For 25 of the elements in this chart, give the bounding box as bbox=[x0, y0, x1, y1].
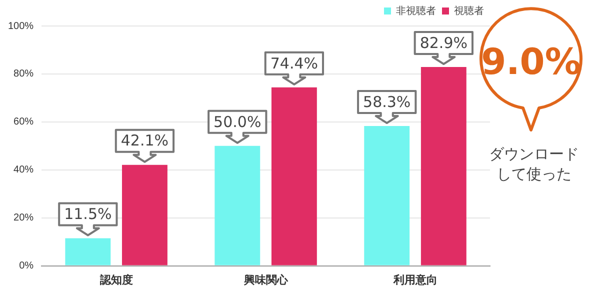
y-tick-label: 40% bbox=[14, 164, 34, 176]
data-label: 58.3% bbox=[363, 92, 411, 111]
y-tick-label: 20% bbox=[14, 212, 34, 224]
y-tick-label: 80% bbox=[14, 68, 34, 80]
bar bbox=[65, 238, 111, 266]
data-label: 50.0% bbox=[214, 112, 262, 131]
data-label: 82.9% bbox=[420, 34, 468, 52]
legend-label: 非視聴者 bbox=[396, 4, 436, 17]
annotation: 9.0% bbox=[480, 42, 582, 83]
y-tick-label: 100% bbox=[8, 20, 34, 32]
bar bbox=[122, 164, 168, 266]
y-tick-label: 60% bbox=[14, 116, 34, 128]
data-label: 42.1% bbox=[120, 132, 169, 150]
bar bbox=[420, 67, 466, 266]
annotation: ダウンロードして使った bbox=[488, 144, 580, 184]
data-label: 74.4% bbox=[270, 54, 318, 72]
legend-label: 視聴者 bbox=[454, 4, 484, 17]
bar bbox=[271, 87, 317, 266]
x-tick-label: 利用意向 bbox=[392, 273, 438, 286]
bar bbox=[214, 146, 260, 266]
data-label: 11.5% bbox=[64, 205, 112, 224]
x-tick-label: 興味関心 bbox=[242, 273, 289, 286]
bar bbox=[364, 126, 410, 266]
y-tick-label: 0% bbox=[19, 260, 34, 272]
x-tick-label: 認知度 bbox=[98, 273, 133, 286]
